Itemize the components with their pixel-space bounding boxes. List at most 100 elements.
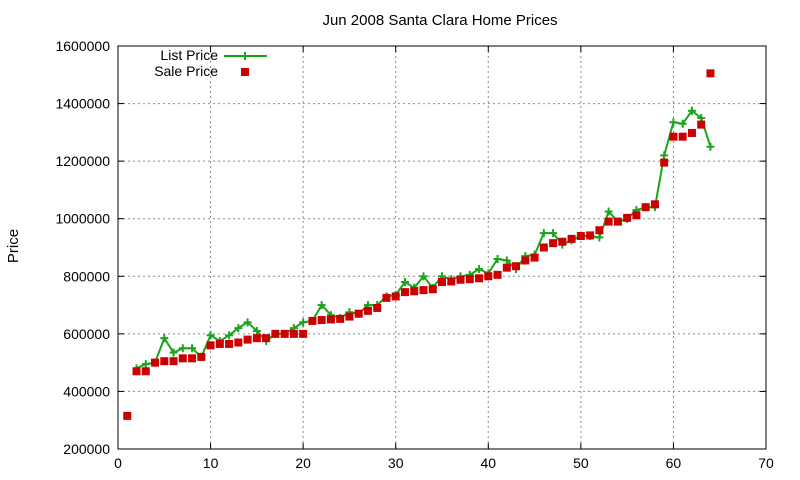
list-price-point xyxy=(475,265,484,274)
x-tick-label: 70 xyxy=(758,455,774,471)
y-tick-label: 600000 xyxy=(63,326,110,342)
y-tick-label: 1000000 xyxy=(55,211,110,227)
list-price-point xyxy=(206,331,215,340)
sale-price-point xyxy=(354,309,363,318)
chart-title: Jun 2008 Santa Clara Home Prices xyxy=(322,12,557,29)
sale-price-point xyxy=(623,213,632,222)
list-price-point xyxy=(493,255,502,264)
list-price-point xyxy=(687,106,696,115)
y-tick-label: 1200000 xyxy=(55,153,110,169)
x-tick-label: 20 xyxy=(295,455,311,471)
sale-price-point xyxy=(456,275,465,284)
sale-price-point xyxy=(373,303,382,312)
sale-price-point xyxy=(558,237,567,246)
sale-price-point xyxy=(465,275,474,284)
sale-price-point xyxy=(326,315,335,324)
sale-price-point xyxy=(447,277,456,286)
legend-list-price-marker xyxy=(241,52,249,60)
sale-price-point xyxy=(697,120,706,129)
list-price-point xyxy=(178,344,187,353)
list-price-point xyxy=(419,272,428,281)
sale-price-point xyxy=(484,272,493,281)
sale-price-point xyxy=(225,339,234,348)
legend-list-price-label: List Price xyxy=(160,47,218,63)
x-tick-label: 0 xyxy=(114,455,122,471)
list-price-point xyxy=(225,331,234,340)
list-price-point xyxy=(169,348,178,357)
sale-price-point xyxy=(567,234,576,243)
sale-price-point xyxy=(687,128,696,137)
x-tick-label: 30 xyxy=(388,455,404,471)
sale-price-point xyxy=(160,357,169,366)
series-sale-price xyxy=(123,69,715,420)
list-price-point xyxy=(678,119,687,128)
sale-price-point xyxy=(271,329,280,338)
sale-price-point xyxy=(660,158,669,167)
sale-price-point xyxy=(280,329,289,338)
sale-price-point xyxy=(317,316,326,325)
sale-price-point xyxy=(206,341,215,350)
sale-price-point xyxy=(650,200,659,209)
sale-price-point xyxy=(678,132,687,141)
list-price-point xyxy=(595,233,604,242)
plot-frame xyxy=(117,45,767,450)
list-price-point xyxy=(660,151,669,160)
list-price-point xyxy=(706,142,715,151)
list-price-point xyxy=(234,324,243,333)
sale-price-point xyxy=(234,338,243,347)
sale-price-point xyxy=(438,278,446,287)
sale-price-point xyxy=(641,203,650,212)
sale-price-point xyxy=(382,293,391,302)
sale-price-point xyxy=(169,357,178,366)
axis-ticks: 0 10 20 30 40 50 60 70 200000 400000 600000 800000 1… xyxy=(55,38,774,471)
list-price-point xyxy=(243,318,252,327)
sale-price-point xyxy=(521,256,530,265)
y-tick-label: 1400000 xyxy=(55,96,110,112)
sale-price-point xyxy=(493,270,502,279)
x-tick-label: 40 xyxy=(480,455,496,471)
sale-price-point xyxy=(336,314,345,323)
sale-price-point xyxy=(512,262,521,271)
sale-price-point xyxy=(243,335,252,344)
plot-area xyxy=(123,69,715,420)
list-price-point xyxy=(539,229,548,238)
series-list-price xyxy=(132,106,715,373)
y-axis-label: Price xyxy=(5,229,22,263)
list-price-point xyxy=(252,326,261,335)
list-price-point xyxy=(669,118,678,127)
x-tick-label: 10 xyxy=(203,455,219,471)
sale-price-point xyxy=(586,231,595,240)
list-price-point xyxy=(604,207,613,216)
sale-price-point xyxy=(215,339,224,348)
list-price-point xyxy=(317,301,326,310)
list-price-point xyxy=(502,256,511,265)
sale-price-point xyxy=(299,329,308,338)
sale-price-point xyxy=(539,243,548,252)
sale-price-point xyxy=(502,263,511,272)
sale-price-point xyxy=(289,329,298,338)
sale-price-point xyxy=(632,211,641,220)
sale-price-point xyxy=(197,352,206,361)
sale-price-point xyxy=(178,354,187,363)
legend-sale-price-marker xyxy=(241,68,249,76)
y-tick-label: 1600000 xyxy=(55,38,110,54)
sale-price-point xyxy=(132,367,141,376)
sale-price-point xyxy=(595,226,604,235)
sale-price-point xyxy=(345,312,354,321)
list-price-line xyxy=(136,109,712,370)
x-tick-label: 60 xyxy=(666,455,682,471)
y-tick-label: 200000 xyxy=(63,441,110,457)
sale-price-point xyxy=(391,292,400,301)
legend-sale-price-label: Sale Price xyxy=(154,63,218,79)
sale-price-point xyxy=(475,274,484,283)
sale-price-point xyxy=(308,316,317,325)
sale-price-point xyxy=(123,411,132,420)
sale-price-point xyxy=(706,69,715,78)
y-tick-label: 400000 xyxy=(63,383,110,399)
sale-price-point xyxy=(604,217,613,226)
sale-price-point xyxy=(428,285,437,294)
list-price-point xyxy=(141,360,150,369)
sale-price-point xyxy=(252,334,261,343)
